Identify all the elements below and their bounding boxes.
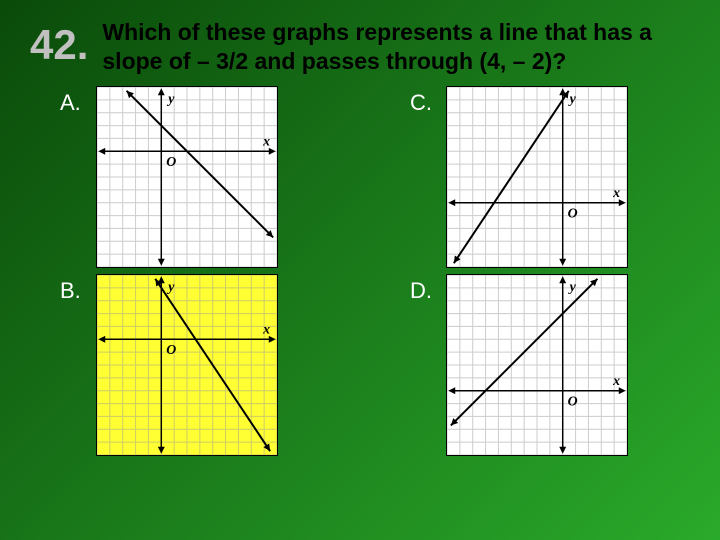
svg-text:x: x: [612, 184, 620, 199]
graph-d: Ox y: [446, 274, 628, 456]
graph-b: Ox y: [96, 274, 278, 456]
svg-text:y: y: [568, 278, 577, 293]
option-c[interactable]: C. Ox y: [410, 86, 690, 268]
graph-a: Ox y: [96, 86, 278, 268]
svg-text:O: O: [568, 205, 578, 220]
option-d-label: D.: [410, 278, 434, 304]
option-b-label: B.: [60, 278, 84, 304]
option-c-label: C.: [410, 90, 434, 116]
svg-text:O: O: [166, 154, 176, 169]
svg-text:O: O: [568, 393, 578, 408]
svg-text:O: O: [166, 342, 176, 357]
svg-text:x: x: [262, 133, 270, 148]
option-a-label: A.: [60, 90, 84, 116]
svg-text:x: x: [262, 321, 270, 336]
graph-c: Ox y: [446, 86, 628, 268]
svg-text:y: y: [166, 278, 175, 293]
svg-text:y: y: [166, 90, 175, 105]
option-b[interactable]: B. Ox y: [60, 274, 340, 456]
option-a[interactable]: A. Ox y: [60, 86, 340, 268]
svg-text:x: x: [612, 372, 620, 387]
option-d[interactable]: D. Ox y: [410, 274, 690, 456]
svg-text:y: y: [568, 90, 577, 105]
question-number: 42.: [30, 24, 88, 66]
question-text: Which of these graphs represents a line …: [102, 18, 662, 76]
